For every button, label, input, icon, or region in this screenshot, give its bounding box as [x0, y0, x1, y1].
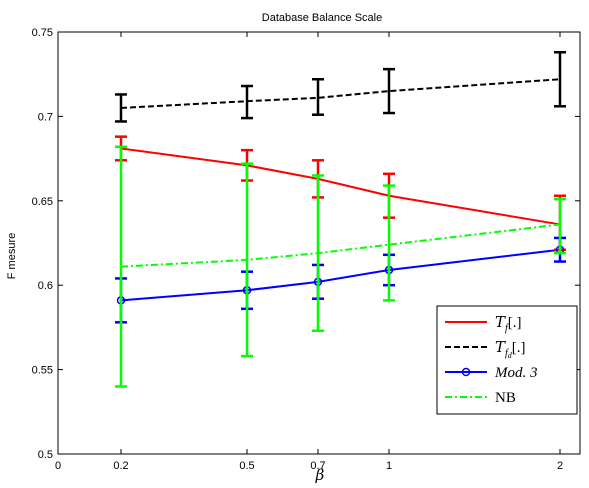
x-tick-label: 0	[55, 460, 61, 472]
y-tick-label: 0.55	[32, 365, 53, 377]
legend-entry-3: NB	[495, 390, 516, 406]
legend-suffix: [.]	[508, 315, 522, 331]
chart-title: Database Balance Scale	[262, 12, 382, 24]
x-tick-label: 0.5	[239, 460, 254, 472]
x-tick-label: 1	[386, 460, 392, 472]
x-tick-label: 0.7	[310, 460, 325, 472]
legend-subsubscript: d	[508, 351, 513, 360]
legend-symbol: T	[495, 338, 506, 356]
y-tick-label: 0.65	[32, 196, 53, 208]
legend-entry-1: Tfd[.]	[495, 338, 526, 360]
y-tick-label: 0.6	[38, 280, 53, 292]
legend-entry-2: Mod. 3	[494, 365, 538, 381]
legend-marker	[461, 367, 471, 377]
x-tick-label: 2	[557, 460, 563, 472]
series-line-1	[120, 78, 561, 109]
x-axis-label: β	[315, 466, 325, 484]
legend-suffix: [.]	[512, 340, 526, 356]
legend-subscript: f	[505, 348, 509, 359]
y-tick-label: 0.5	[38, 449, 53, 461]
y-tick-label: 0.7	[38, 111, 53, 123]
y-axis-label: F mesure	[6, 233, 18, 279]
y-tick-label: 0.75	[32, 27, 53, 39]
legend: Tf[.]Tfd[.]Mod. 3NB	[436, 305, 578, 415]
x-tick-label: 0.2	[113, 460, 128, 472]
legend-symbol: T	[495, 313, 506, 331]
legend-subscript: f	[505, 323, 509, 334]
legend-entry-0: Tf[.]	[495, 313, 522, 334]
